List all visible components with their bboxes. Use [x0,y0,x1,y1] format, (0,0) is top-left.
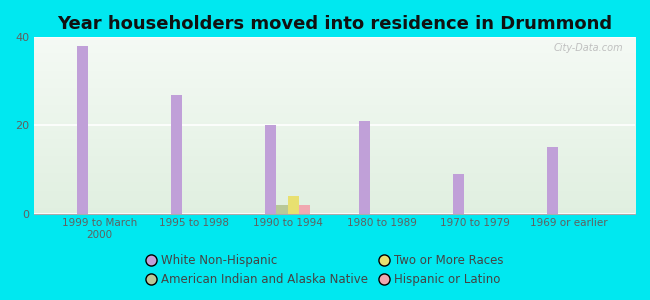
Title: Year householders moved into residence in Drummond: Year householders moved into residence i… [57,15,612,33]
Bar [276,205,287,214]
Bar [547,148,558,214]
Text: City-Data.com: City-Data.com [553,43,623,52]
Bar [287,196,299,214]
Legend: White Non-Hispanic, American Indian and Alaska Native, Two or More Races, Hispan: White Non-Hispanic, American Indian and … [142,250,508,291]
Bar [265,125,276,214]
Bar [453,174,464,214]
Bar [359,121,370,214]
Bar [299,205,310,214]
Bar [171,94,183,214]
Bar [77,46,88,214]
